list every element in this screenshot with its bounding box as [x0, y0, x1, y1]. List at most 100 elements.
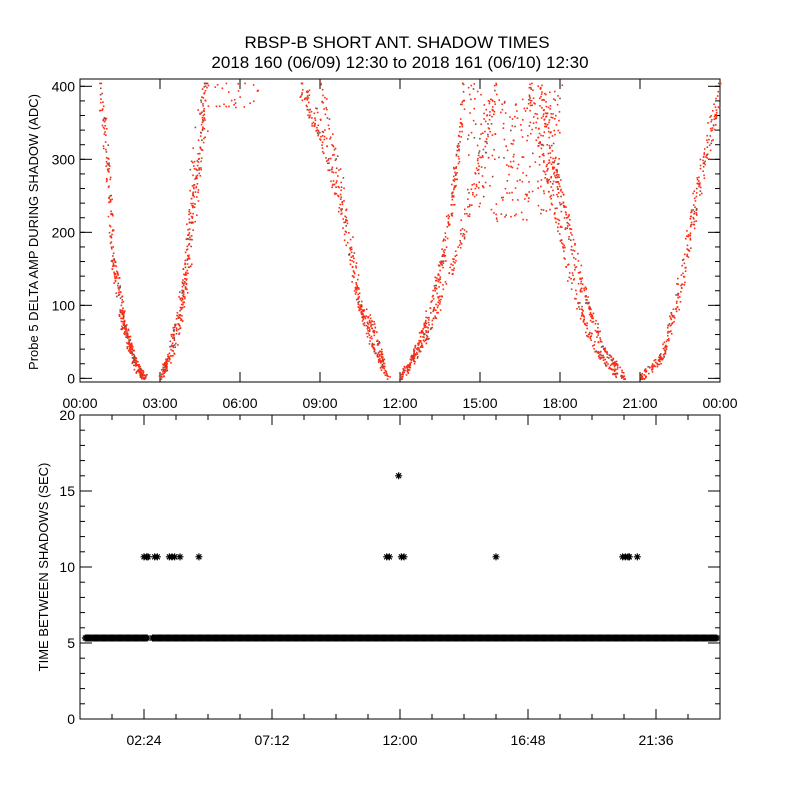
data-point	[118, 293, 121, 296]
data-point	[689, 237, 692, 240]
data-point	[483, 118, 485, 120]
data-point	[448, 215, 451, 218]
data-point	[594, 322, 597, 325]
data-point	[417, 342, 419, 345]
data-point	[199, 174, 202, 177]
data-point	[577, 260, 580, 262]
data-point	[342, 177, 345, 179]
data-point	[413, 350, 415, 352]
data-point	[550, 194, 553, 197]
data-point	[579, 277, 582, 280]
data-point	[382, 356, 384, 359]
data-point	[453, 180, 456, 182]
data-point	[686, 248, 689, 251]
data-point	[105, 151, 108, 153]
data-point	[507, 165, 510, 168]
data-point	[640, 375, 643, 378]
data-point	[137, 365, 140, 368]
data-point	[425, 316, 427, 319]
data-point	[193, 206, 196, 208]
data-point	[202, 120, 205, 122]
data-point	[374, 326, 377, 329]
data-point	[589, 319, 592, 322]
data-point	[419, 350, 422, 353]
data-point	[137, 369, 140, 372]
data-point	[681, 264, 683, 267]
data-point	[345, 216, 348, 219]
data-point	[100, 98, 102, 101]
data-point	[680, 284, 682, 287]
data-point	[450, 204, 453, 206]
data-point	[190, 234, 193, 237]
data-point	[570, 277, 572, 280]
data-point	[175, 327, 178, 329]
data-point	[243, 106, 246, 108]
data-point	[548, 144, 551, 147]
data-point	[664, 349, 667, 352]
data-point	[606, 356, 609, 359]
data-point	[544, 112, 547, 114]
data-point	[233, 103, 235, 106]
data-point	[425, 342, 428, 345]
data-point	[493, 158, 496, 161]
data-point	[680, 274, 683, 276]
data-point	[321, 135, 324, 137]
data-point	[184, 288, 187, 290]
data-point	[577, 272, 580, 274]
data-point	[108, 168, 110, 170]
data-point	[605, 351, 608, 354]
data-point	[401, 376, 403, 378]
data-point	[586, 299, 588, 301]
data-point	[164, 368, 167, 371]
data-point	[306, 91, 308, 94]
data-point	[320, 139, 322, 141]
data-point	[498, 156, 500, 159]
data-point	[485, 151, 488, 154]
data-point	[502, 122, 505, 125]
data-point	[695, 209, 698, 211]
data-point	[102, 145, 105, 147]
data-point	[557, 223, 560, 225]
data-point	[512, 155, 515, 158]
data-point	[651, 365, 653, 368]
data-point	[504, 112, 507, 114]
data-point	[178, 316, 181, 319]
data-point	[372, 331, 375, 333]
data-point	[142, 373, 144, 375]
data-point	[128, 339, 130, 341]
data-point	[719, 82, 721, 85]
data-point	[429, 328, 432, 331]
data-point	[537, 136, 540, 139]
data-point	[428, 319, 430, 321]
data-point	[200, 168, 202, 171]
data-point	[434, 317, 437, 319]
data-point	[702, 156, 705, 158]
chart-title: RBSP-B SHORT ANT. SHADOW TIMES	[244, 33, 549, 52]
data-point	[176, 553, 184, 561]
data-point	[598, 356, 601, 359]
data-point	[675, 294, 677, 296]
data-point	[560, 188, 562, 191]
data-point	[192, 194, 194, 196]
data-point	[354, 288, 357, 290]
data-point	[322, 131, 325, 134]
data-point	[535, 139, 538, 142]
data-point	[110, 210, 112, 213]
data-point	[135, 372, 138, 374]
data-point	[712, 124, 715, 127]
data-point	[121, 328, 123, 331]
data-point	[183, 284, 185, 286]
data-point	[550, 116, 553, 119]
data-point	[357, 298, 359, 300]
data-point	[352, 275, 355, 278]
data-point	[479, 202, 481, 205]
data-point	[366, 336, 369, 338]
data-point	[550, 163, 553, 166]
data-point	[185, 279, 188, 281]
data-point	[357, 301, 359, 304]
data-point	[405, 374, 408, 376]
data-point	[555, 114, 557, 117]
data-point	[663, 355, 665, 358]
data-point	[162, 368, 165, 371]
data-point	[160, 375, 163, 377]
